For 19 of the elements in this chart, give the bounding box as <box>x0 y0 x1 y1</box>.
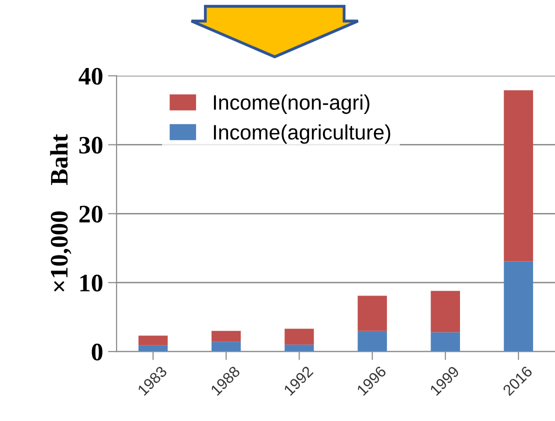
bar <box>430 290 460 332</box>
bar <box>284 344 314 352</box>
y-tick-label: 10 <box>80 274 102 292</box>
legend-label: Income(agriculture) <box>214 124 390 144</box>
bar <box>212 342 241 352</box>
bar <box>212 330 241 342</box>
bar <box>358 296 387 331</box>
bar <box>504 90 534 262</box>
bar <box>138 336 168 346</box>
bar <box>504 261 534 352</box>
y-tick-label: 20 <box>79 206 102 223</box>
bar <box>358 330 387 352</box>
y-tick-label: 30 <box>79 136 102 154</box>
legend-label: Income(non-agri) <box>214 94 370 114</box>
bar <box>284 328 314 345</box>
y-tick-label: 0 <box>92 344 102 360</box>
bar <box>430 332 460 352</box>
y-tick-label: 40 <box>78 68 102 85</box>
y-axis-title: ×10,000 Baht <box>50 134 72 292</box>
